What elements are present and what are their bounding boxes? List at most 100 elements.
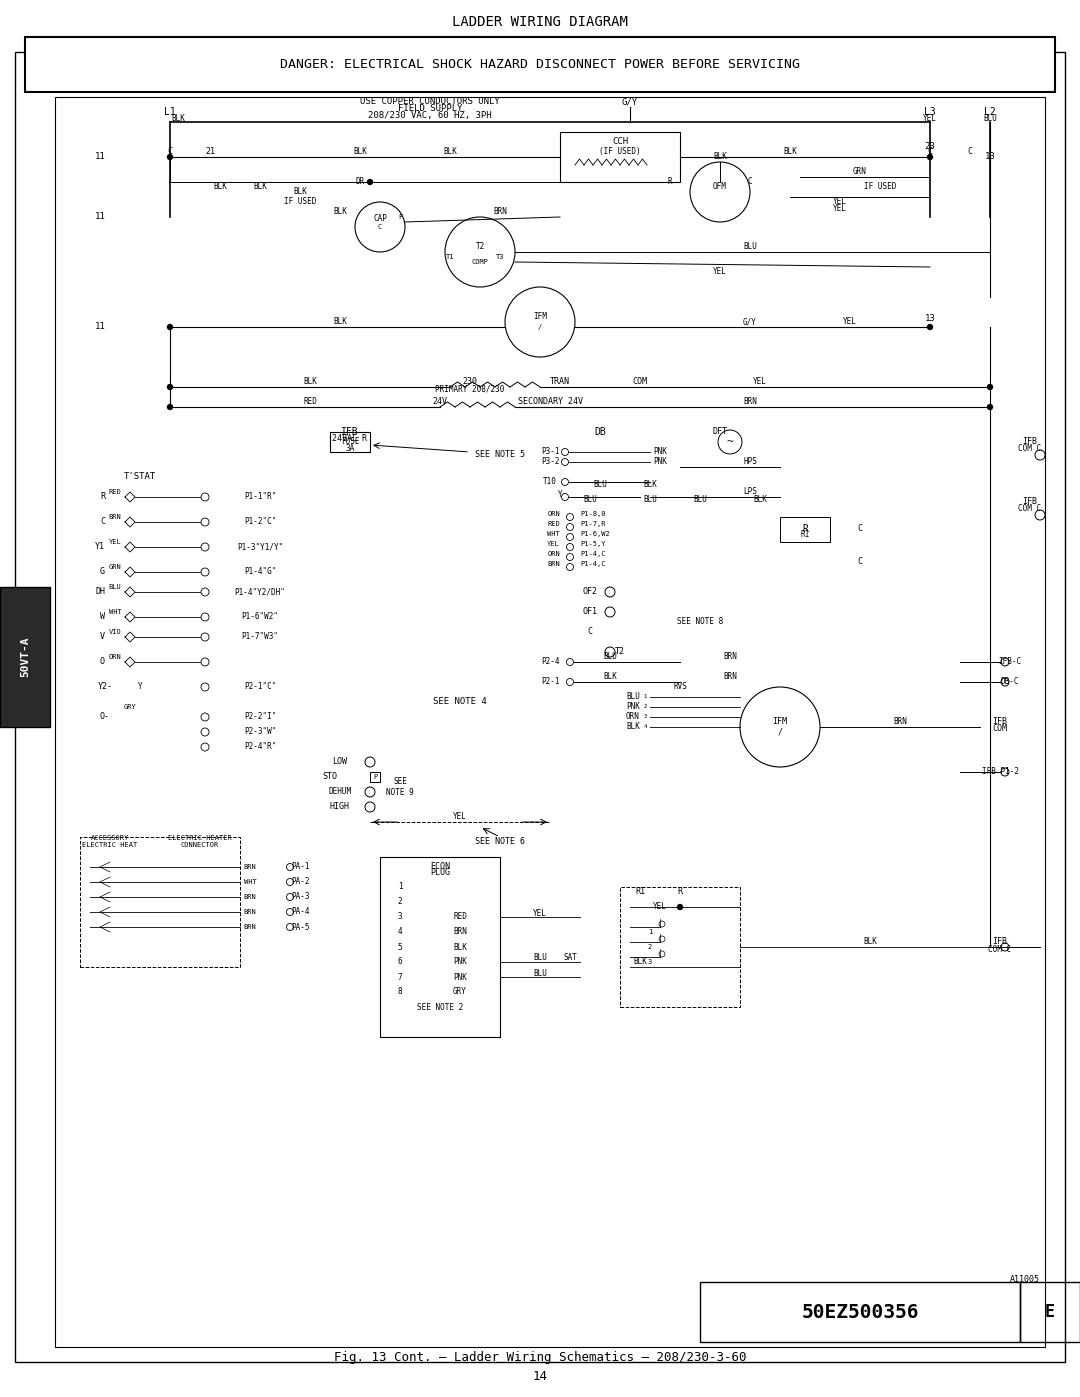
- Text: IFM: IFM: [772, 718, 787, 726]
- Text: 13: 13: [924, 314, 935, 324]
- Text: ORN: ORN: [626, 712, 640, 721]
- Text: 8: 8: [397, 988, 403, 996]
- Bar: [380, 856, 500, 1037]
- Text: O-: O-: [100, 712, 110, 721]
- Text: BRN: BRN: [548, 562, 561, 567]
- Text: 1: 1: [644, 694, 647, 700]
- Text: BRN: BRN: [244, 923, 256, 930]
- Text: 24V: 24V: [432, 398, 447, 407]
- Text: BLK: BLK: [333, 208, 347, 217]
- Text: BLK: BLK: [626, 722, 640, 732]
- Text: LPS: LPS: [743, 488, 757, 496]
- Text: BLU: BLU: [693, 496, 707, 504]
- Bar: [561, 131, 680, 182]
- Text: BRN: BRN: [494, 208, 507, 217]
- Text: DEHUM: DEHUM: [328, 788, 352, 796]
- Text: BLU: BLU: [983, 115, 997, 123]
- Text: CCH: CCH: [612, 137, 629, 147]
- Text: 11: 11: [95, 152, 106, 162]
- Text: OF2: OF2: [582, 588, 597, 597]
- Text: C: C: [100, 517, 105, 527]
- Text: USE COPPER CONDUCTORS ONLY: USE COPPER CONDUCTORS ONLY: [360, 98, 500, 106]
- Text: P2-4"R": P2-4"R": [244, 742, 276, 752]
- Text: YEL: YEL: [843, 317, 856, 327]
- Text: P1-7"W3": P1-7"W3": [242, 633, 279, 641]
- Text: IFB: IFB: [993, 718, 1008, 726]
- Text: BRN: BRN: [244, 863, 256, 870]
- Text: PNK: PNK: [626, 703, 640, 711]
- Text: P1-5,Y: P1-5,Y: [580, 541, 606, 548]
- Circle shape: [605, 587, 615, 597]
- Text: COMP: COMP: [472, 258, 488, 265]
- Text: BLK: BLK: [753, 496, 767, 504]
- Text: PNK: PNK: [653, 447, 667, 457]
- Text: ELECTRIC HEATER
CONNECTOR: ELECTRIC HEATER CONNECTOR: [168, 835, 232, 848]
- Text: BLK: BLK: [783, 148, 797, 156]
- Text: /: /: [778, 728, 783, 736]
- Text: COM: COM: [633, 377, 648, 387]
- Text: WHT: WHT: [244, 879, 256, 886]
- Text: 1: 1: [648, 929, 652, 935]
- Circle shape: [605, 647, 615, 657]
- Text: PRIMARY 208/230: PRIMARY 208/230: [435, 384, 504, 394]
- Text: SEE NOTE 4: SEE NOTE 4: [433, 697, 487, 707]
- Text: BLK: BLK: [333, 317, 347, 327]
- Circle shape: [167, 384, 173, 390]
- Text: BLK: BLK: [253, 183, 267, 191]
- Bar: [1020, 1282, 1080, 1343]
- Text: ECON: ECON: [430, 862, 450, 872]
- Text: Y1: Y1: [95, 542, 105, 552]
- Text: STO: STO: [323, 773, 337, 781]
- Text: PA-1: PA-1: [291, 862, 309, 872]
- Text: P1-8,0: P1-8,0: [580, 511, 606, 517]
- Text: G/Y: G/Y: [622, 98, 638, 106]
- Text: 208/230 VAC, 60 HZ, 3PH: 208/230 VAC, 60 HZ, 3PH: [368, 112, 491, 120]
- Text: Fig. 13 Cont. – Ladder Wiring Schematics – 208/230-3-60: Fig. 13 Cont. – Ladder Wiring Schematics…: [334, 1351, 746, 1363]
- Text: ~: ~: [727, 437, 733, 447]
- Text: P1-6,W2: P1-6,W2: [580, 531, 610, 536]
- Circle shape: [167, 405, 173, 409]
- Text: C: C: [378, 224, 382, 231]
- Text: PNK: PNK: [653, 457, 667, 467]
- Text: P1-3"Y1/Y": P1-3"Y1/Y": [237, 542, 283, 552]
- Text: PA-4: PA-4: [291, 908, 309, 916]
- Text: ORN: ORN: [109, 654, 121, 659]
- Text: T10: T10: [543, 478, 557, 486]
- Text: YEL: YEL: [833, 204, 847, 214]
- Text: BLK: BLK: [633, 957, 647, 967]
- Text: P: P: [373, 774, 377, 780]
- Text: RVS: RVS: [673, 683, 687, 692]
- Text: E: E: [1045, 1303, 1055, 1322]
- Text: BLU: BLU: [583, 496, 597, 504]
- Text: P2-3"W": P2-3"W": [244, 728, 276, 736]
- Text: T1: T1: [446, 254, 455, 260]
- Text: 3: 3: [644, 714, 647, 719]
- Text: T'STAT: T'STAT: [124, 472, 157, 482]
- Circle shape: [987, 384, 993, 390]
- Text: F: F: [397, 214, 402, 219]
- Text: 11: 11: [95, 212, 106, 222]
- Text: YEL: YEL: [653, 902, 667, 911]
- Text: G: G: [100, 567, 105, 577]
- Text: R: R: [802, 524, 808, 534]
- Text: PNK: PNK: [454, 972, 467, 982]
- Text: BRN: BRN: [454, 928, 467, 936]
- Text: P2-4: P2-4: [541, 658, 559, 666]
- Text: SECONDARY 24V: SECONDARY 24V: [517, 398, 582, 407]
- Text: ORN: ORN: [548, 511, 561, 517]
- Text: PNK: PNK: [454, 957, 467, 967]
- Text: V: V: [100, 633, 105, 641]
- Bar: [25, 36, 1055, 92]
- Text: 5: 5: [397, 943, 403, 951]
- Text: 2: 2: [644, 704, 647, 710]
- Circle shape: [605, 608, 615, 617]
- Text: YEL: YEL: [109, 539, 121, 545]
- Text: YEL: YEL: [753, 377, 767, 387]
- Circle shape: [928, 155, 932, 159]
- Text: A11005: A11005: [1010, 1274, 1040, 1284]
- Text: BLK: BLK: [713, 152, 727, 162]
- Text: IFB-C: IFB-C: [998, 658, 1022, 666]
- Text: ACCESSORY
ELECTRIC HEAT: ACCESSORY ELECTRIC HEAT: [82, 835, 137, 848]
- Text: BLU: BLU: [743, 243, 757, 251]
- Text: BLU: BLU: [643, 496, 657, 504]
